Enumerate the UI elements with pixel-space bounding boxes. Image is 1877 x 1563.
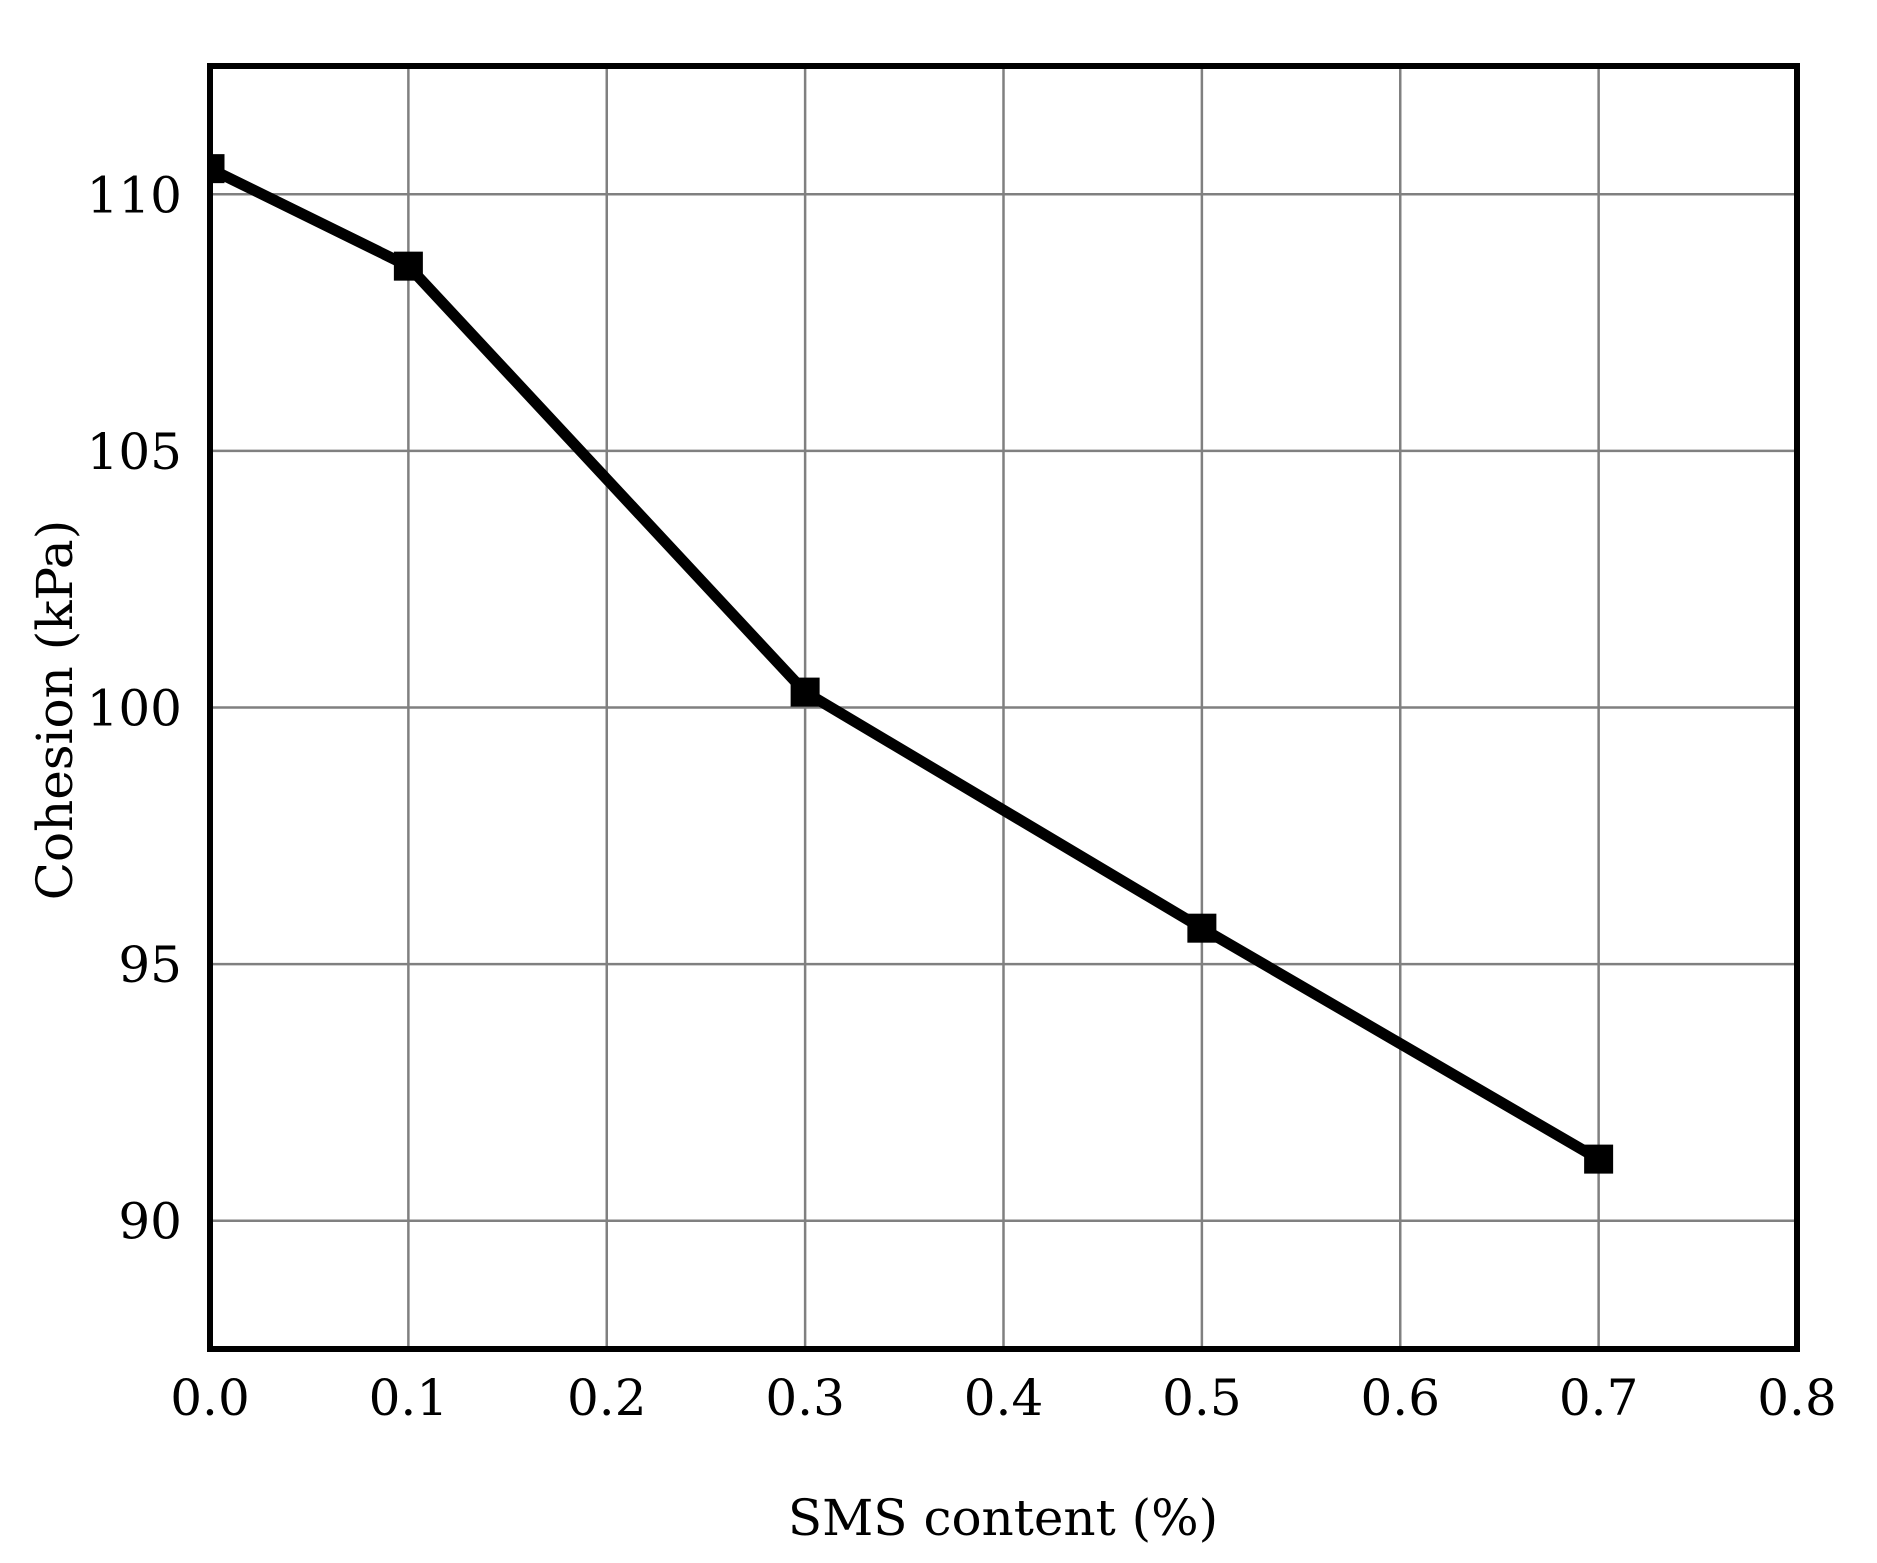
x-tick-label: 0.4 bbox=[964, 1369, 1044, 1427]
y-tick-label: 100 bbox=[87, 680, 182, 738]
x-tick-label: 0.2 bbox=[567, 1369, 647, 1427]
plot-frame bbox=[207, 63, 1800, 1352]
x-tick-label: 0.6 bbox=[1360, 1369, 1440, 1427]
x-axis-label: SMS content (%) bbox=[788, 1489, 1218, 1547]
x-tick-label: 0.1 bbox=[369, 1369, 449, 1427]
y-tick-label: 105 bbox=[87, 423, 182, 481]
x-axis-tick-labels: 0.0 0.1 0.2 0.3 0.4 0.5 0.6 0.7 0.8 bbox=[170, 1369, 1837, 1427]
grid-lines bbox=[210, 66, 1797, 1349]
square-marker bbox=[1187, 913, 1217, 943]
square-marker bbox=[790, 677, 820, 707]
square-marker bbox=[1584, 1144, 1614, 1174]
y-tick-label: 110 bbox=[87, 166, 182, 224]
x-tick-label: 0.5 bbox=[1162, 1369, 1242, 1427]
x-tick-label: 0.8 bbox=[1757, 1369, 1837, 1427]
x-tick-label: 0.7 bbox=[1559, 1369, 1639, 1427]
data-series bbox=[207, 154, 1614, 1174]
y-axis-tick-labels: 90 95 100 105 110 bbox=[87, 166, 182, 1250]
x-tick-label: 0.3 bbox=[765, 1369, 845, 1427]
square-marker bbox=[393, 251, 423, 281]
y-axis-label: Cohesion (kPa) bbox=[26, 520, 84, 901]
y-tick-label: 90 bbox=[118, 1193, 182, 1251]
x-tick-label: 0.0 bbox=[170, 1369, 250, 1427]
y-tick-label: 95 bbox=[118, 936, 182, 994]
square-marker bbox=[210, 154, 225, 184]
